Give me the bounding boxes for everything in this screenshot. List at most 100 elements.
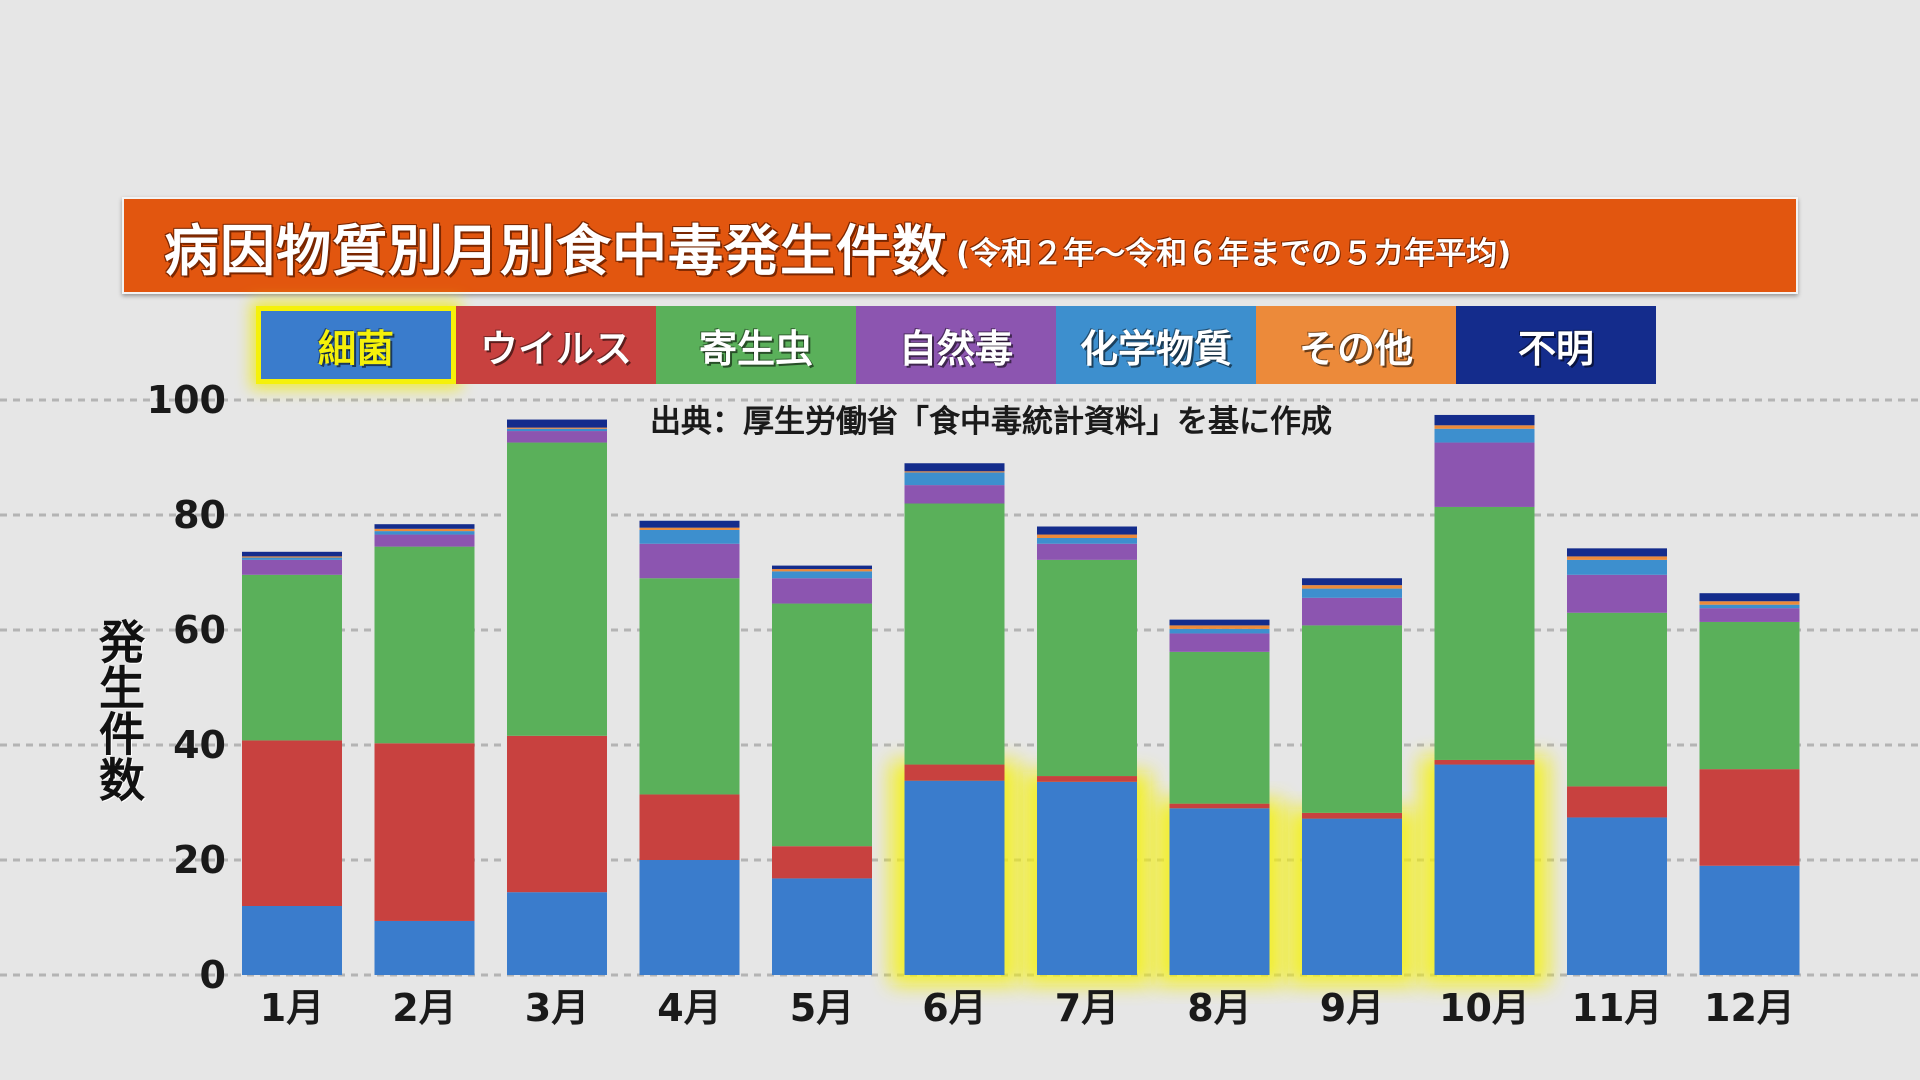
bar-segment-7月-不明 <box>1037 526 1137 535</box>
bar-segment-12月-ウイルス <box>1699 769 1800 866</box>
bar-segment-2月-化学物質 <box>374 531 475 535</box>
bar-segment-2月-不明 <box>374 524 475 529</box>
y-tick-60: 60 <box>173 608 226 652</box>
x-label-5月: 5月 <box>790 986 854 1030</box>
x-label-2月: 2月 <box>392 986 456 1030</box>
bar-segment-5月-化学物質 <box>772 571 872 579</box>
bar-segment-4月-寄生虫 <box>639 578 740 795</box>
bar-segment-11月-寄生虫 <box>1567 612 1667 787</box>
bar-segment-9月-細菌 <box>1302 818 1402 975</box>
bar-segment-9月-化学物質 <box>1302 588 1402 598</box>
bar-segment-1月-その他 <box>242 556 342 558</box>
bar-segment-11月-細菌 <box>1567 817 1667 975</box>
x-label-10月: 10月 <box>1439 986 1530 1030</box>
bar-segment-2月-その他 <box>374 528 475 532</box>
bar-segment-4月-その他 <box>639 527 740 530</box>
bar-segment-9月-不明 <box>1302 578 1402 586</box>
legend-item-寄生虫: 寄生虫 <box>656 306 856 384</box>
bar-segment-5月-寄生虫 <box>772 603 872 847</box>
bar-segment-5月-自然毒 <box>772 578 872 604</box>
bar-segment-12月-不明 <box>1699 593 1800 602</box>
bar-segment-6月-その他 <box>904 471 1005 473</box>
bar-segment-10月-自然毒 <box>1434 442 1535 507</box>
bar-segment-4月-不明 <box>639 520 740 528</box>
source-note: 出典：厚生労働省「食中毒統計資料」を基に作成 <box>650 404 1332 440</box>
bar-segment-6月-ウイルス <box>904 764 1005 781</box>
bar-segment-5月-その他 <box>772 569 872 572</box>
bar-segment-5月-ウイルス <box>772 846 872 879</box>
x-label-7月: 7月 <box>1055 986 1119 1030</box>
x-label-12月: 12月 <box>1704 986 1795 1030</box>
bar-segment-6月-細菌 <box>904 780 1005 975</box>
bar-segment-4月-自然毒 <box>639 543 740 579</box>
bar-segment-1月-化学物質 <box>242 557 342 560</box>
bar-segment-10月-不明 <box>1434 414 1535 426</box>
bar-segment-4月-化学物質 <box>639 529 740 544</box>
bar-segment-10月-化学物質 <box>1434 428 1535 443</box>
bar-segment-1月-不明 <box>242 551 342 557</box>
legend-item-細菌: 細菌 <box>256 306 456 384</box>
bar-segment-1月-細菌 <box>242 906 342 975</box>
bar-segment-7月-ウイルス <box>1037 776 1137 782</box>
y-tick-100: 100 <box>147 378 226 422</box>
bar-segment-2月-自然毒 <box>374 534 475 547</box>
y-tick-0: 0 <box>200 953 226 997</box>
bar-segment-11月-自然毒 <box>1567 574 1667 613</box>
bar-segment-3月-化学物質 <box>507 428 607 432</box>
bar-segment-3月-その他 <box>507 427 607 429</box>
bar-segment-3月-不明 <box>507 419 607 428</box>
bar-segment-8月-不明 <box>1169 619 1270 626</box>
bar-segment-2月-細菌 <box>374 920 475 975</box>
bar-segment-7月-細菌 <box>1037 781 1137 975</box>
legend: 細菌 ウイルス 寄生虫 自然毒 化学物質 その他 不明 <box>256 306 1656 384</box>
bar-segment-2月-ウイルス <box>374 743 475 921</box>
bar-segment-5月-不明 <box>772 565 872 570</box>
x-label-9月: 9月 <box>1320 986 1384 1030</box>
y-tick-40: 40 <box>173 723 226 767</box>
chart-subtitle: (令和２年～令和６年までの５カ年平均) <box>956 236 1512 272</box>
bar-segment-12月-化学物質 <box>1699 604 1800 609</box>
bar-segment-12月-細菌 <box>1699 865 1800 975</box>
legend-item-化学物質: 化学物質 <box>1056 306 1256 384</box>
bar-segment-8月-細菌 <box>1169 808 1270 975</box>
bar-segment-6月-不明 <box>904 463 1005 472</box>
bar-segment-8月-化学物質 <box>1169 628 1270 634</box>
x-category-labels: 1月 2月 3月 4月 5月 6月 7月 8月 9月 10月 11月 12月 <box>260 986 1795 1030</box>
title-banner: 病因物質別月別食中毒発生件数 (令和２年～令和６年までの５カ年平均) <box>122 197 1798 294</box>
bar-segment-12月-寄生虫 <box>1699 621 1800 770</box>
bar-segment-7月-化学物質 <box>1037 538 1137 544</box>
x-label-1月: 1月 <box>260 986 324 1030</box>
x-label-11月: 11月 <box>1572 986 1663 1030</box>
bar-segment-9月-寄生虫 <box>1302 625 1402 813</box>
y-tick-80: 80 <box>173 493 226 537</box>
bar-segment-6月-寄生虫 <box>904 503 1005 765</box>
bar-segment-8月-自然毒 <box>1169 633 1270 652</box>
bar-segment-3月-自然毒 <box>507 431 607 443</box>
bar-segment-1月-寄生虫 <box>242 574 342 741</box>
bar-segment-8月-ウイルス <box>1169 803 1270 809</box>
y-tick-labels: 0 20 40 60 80 100 <box>147 378 226 997</box>
bar-segment-1月-ウイルス <box>242 740 342 906</box>
bar-segment-9月-その他 <box>1302 585 1402 589</box>
x-label-3月: 3月 <box>525 986 589 1030</box>
bar-segment-4月-細菌 <box>639 860 740 975</box>
bar-segment-11月-ウイルス <box>1567 786 1667 818</box>
bar-segment-3月-寄生虫 <box>507 442 607 736</box>
bar-segment-8月-その他 <box>1169 625 1270 629</box>
bar-segment-12月-自然毒 <box>1699 608 1800 622</box>
bar-segment-1月-自然毒 <box>242 559 342 575</box>
bar-segment-3月-ウイルス <box>507 735 607 893</box>
x-label-4月: 4月 <box>657 986 721 1030</box>
bar-segment-5月-細菌 <box>772 878 872 975</box>
bar-segment-2月-寄生虫 <box>374 546 475 744</box>
bar-segment-11月-化学物質 <box>1567 559 1667 575</box>
y-axis-label: 発生件数 <box>92 618 146 802</box>
bar-segment-11月-その他 <box>1567 556 1667 560</box>
bar-segment-4月-ウイルス <box>639 794 740 860</box>
legend-item-ウイルス: ウイルス <box>456 306 656 384</box>
bars <box>242 414 1800 975</box>
bar-segment-10月-寄生虫 <box>1434 506 1535 760</box>
chart-title: 病因物質別月別食中毒発生件数 <box>164 218 949 283</box>
